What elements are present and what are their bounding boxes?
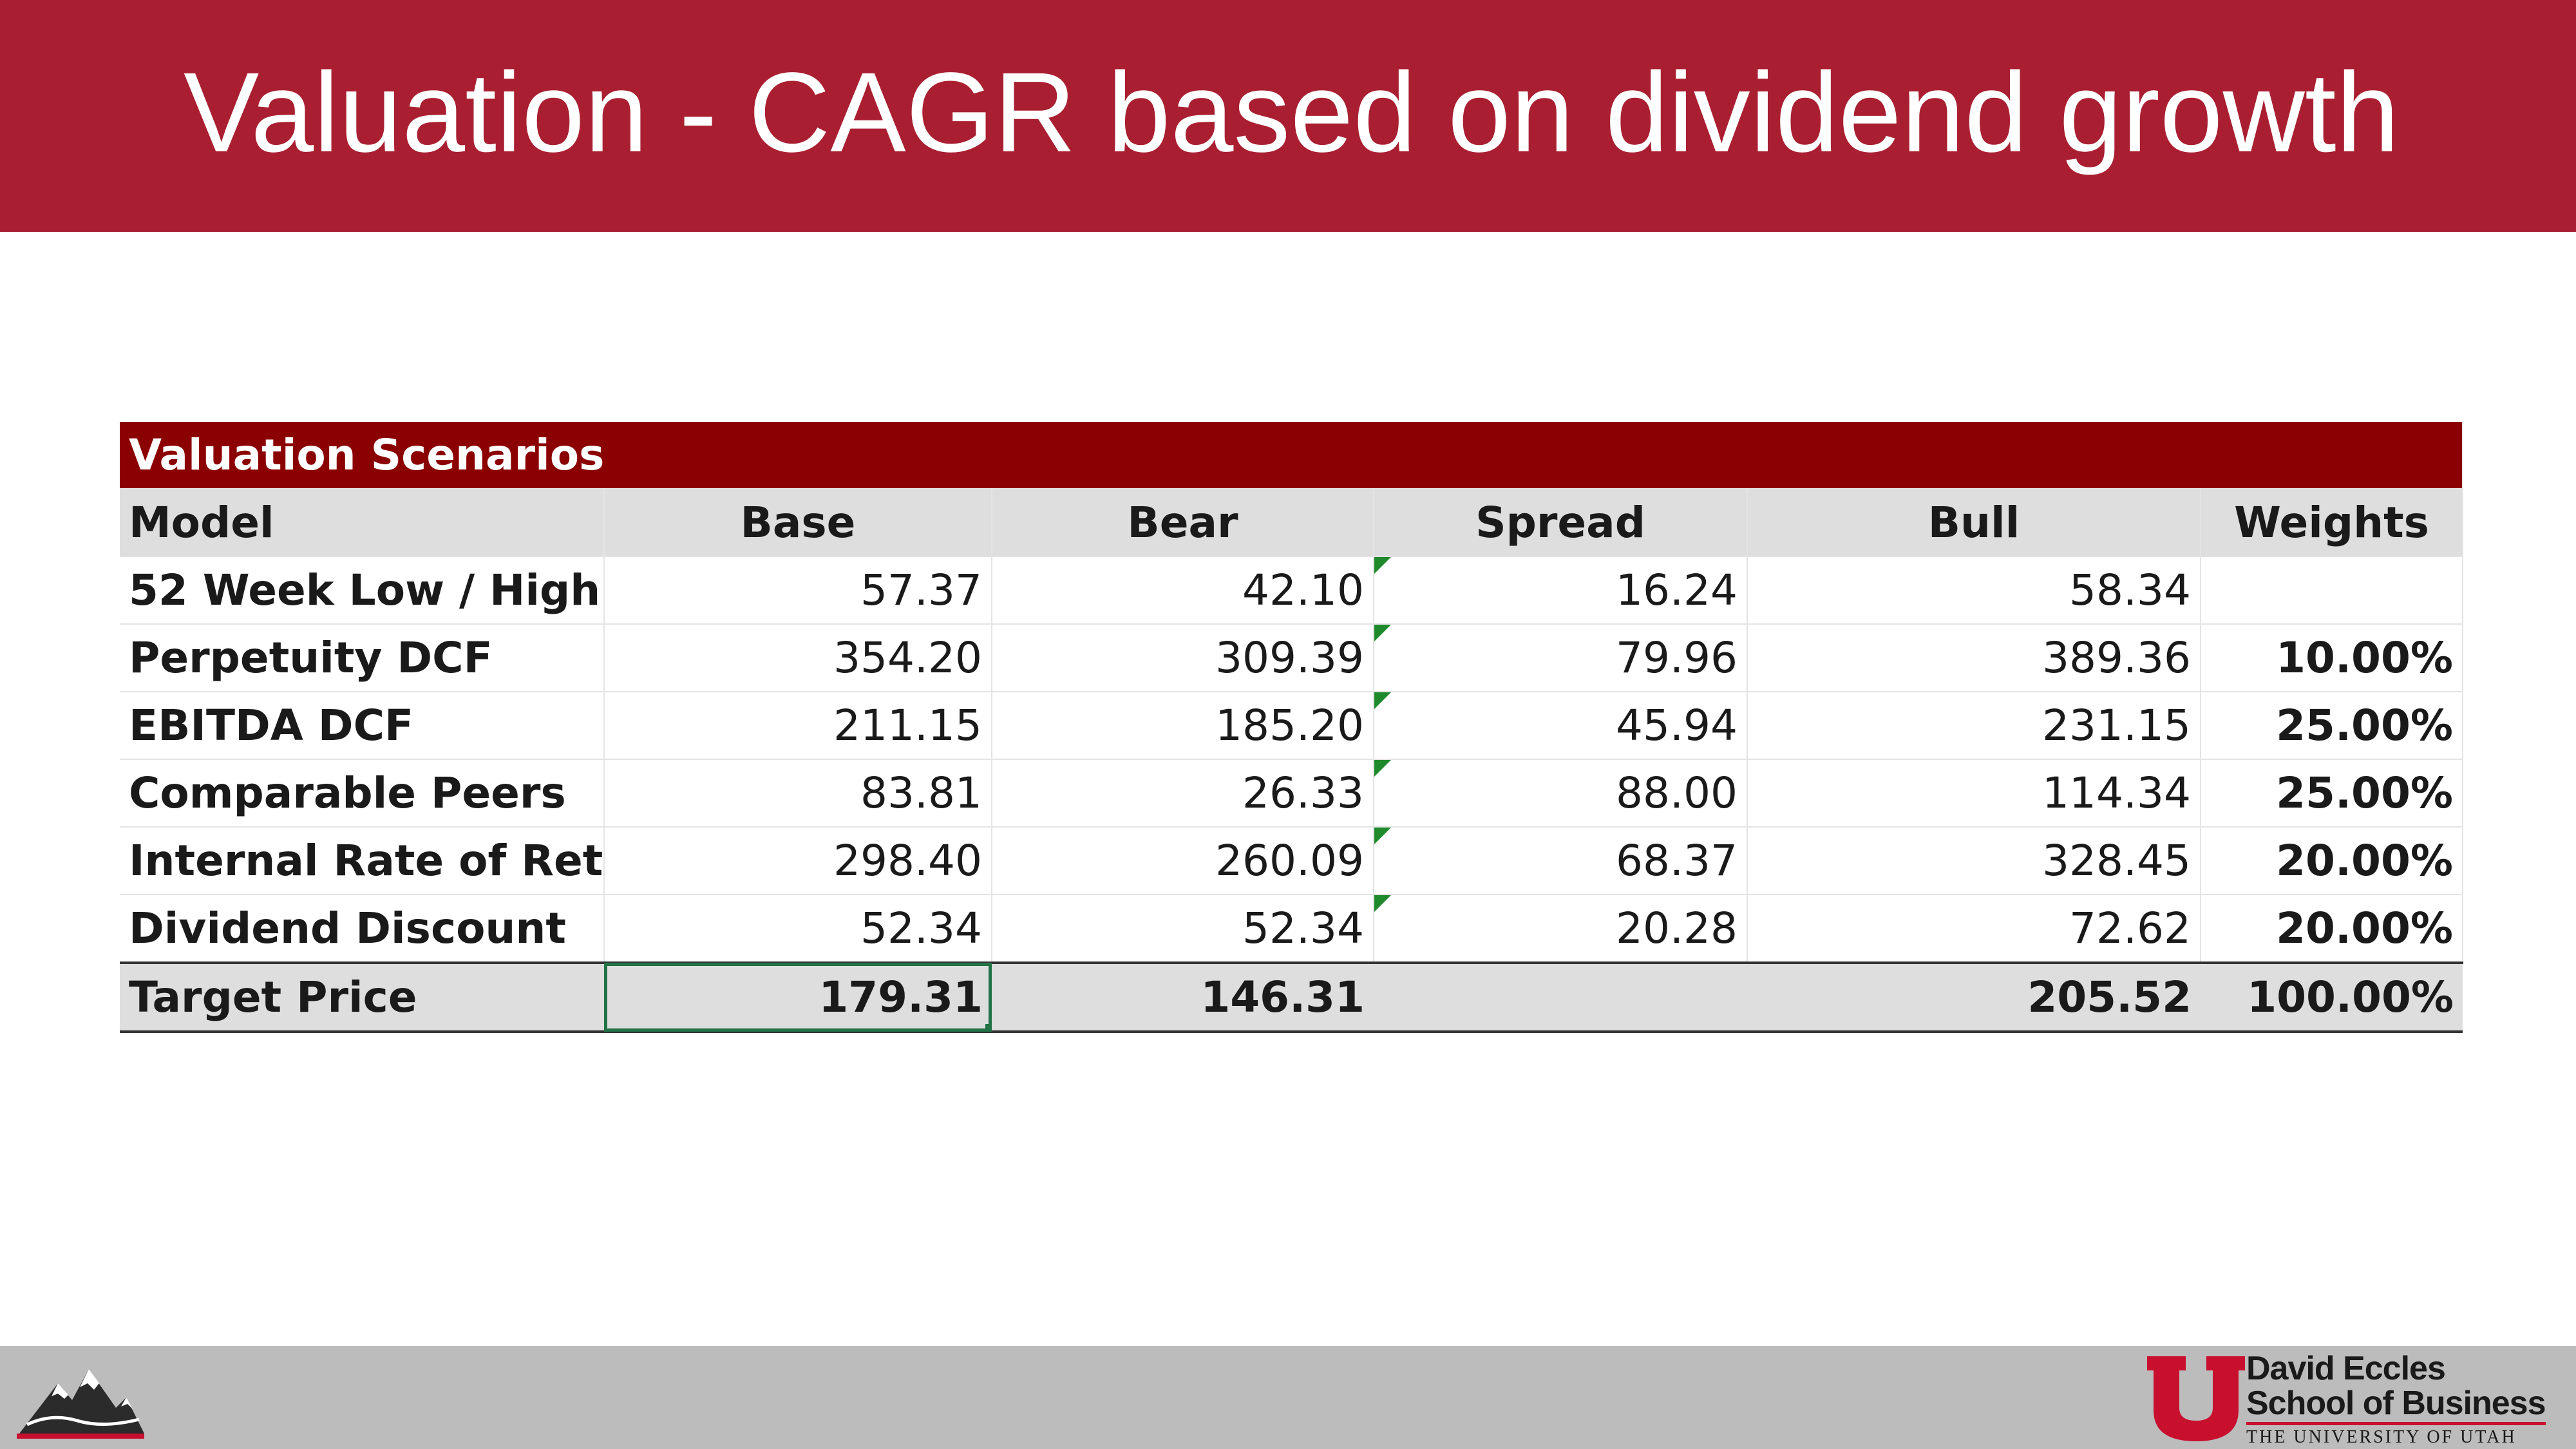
row-bull-cell[interactable]: 58.34 bbox=[1747, 556, 2201, 625]
mountain-logo-icon bbox=[17, 1369, 144, 1439]
cell-error-indicator-icon bbox=[1374, 625, 1391, 641]
cell-error-indicator-icon bbox=[1374, 760, 1391, 777]
row-weight-cell[interactable]: 20.00% bbox=[2201, 827, 2464, 895]
school-name-line1: David Eccles bbox=[2246, 1350, 2446, 1387]
table-row: Dividend Discount 52.34 52.34 20.28 72.6… bbox=[120, 895, 2464, 963]
total-base-value: 179.31 bbox=[819, 972, 983, 1022]
row-spread-cell[interactable]: 68.37 bbox=[1374, 827, 1748, 895]
total-base-cell-selected[interactable]: 179.31 bbox=[604, 961, 992, 1033]
row-spread-value: 20.28 bbox=[1616, 904, 1738, 953]
table-row: Internal Rate of Return 298.40 260.09 68… bbox=[120, 827, 2464, 895]
row-bear-cell[interactable]: 260.09 bbox=[992, 827, 1374, 895]
row-spread-cell[interactable]: 16.24 bbox=[1374, 556, 1748, 625]
valuation-table: Valuation Scenarios Model Base Bear Spre… bbox=[120, 422, 2464, 1033]
row-base-cell[interactable]: 52.34 bbox=[604, 895, 992, 963]
row-spread-value: 79.96 bbox=[1616, 633, 1738, 683]
row-base-cell[interactable]: 298.40 bbox=[604, 827, 992, 895]
table-row: Perpetuity DCF 354.20 309.39 79.96 389.3… bbox=[120, 624, 2464, 692]
row-spread-cell[interactable]: 79.96 bbox=[1374, 624, 1748, 692]
row-spread-value: 88.00 bbox=[1616, 768, 1738, 818]
total-spread-cell[interactable] bbox=[1374, 961, 1747, 1033]
table-row: Comparable Peers 83.81 26.33 88.00 114.3… bbox=[120, 759, 2464, 828]
row-bull-cell[interactable]: 231.15 bbox=[1747, 692, 2201, 760]
row-bull-cell[interactable]: 114.34 bbox=[1747, 759, 2201, 828]
row-model-cell[interactable]: Dividend Discount bbox=[120, 895, 605, 963]
university-name: THE UNIVERSITY OF UTAH bbox=[2246, 1427, 2517, 1447]
row-bear-cell[interactable]: 52.34 bbox=[992, 895, 1374, 963]
school-name-line2: School of Business bbox=[2246, 1386, 2546, 1425]
row-bull-cell[interactable]: 328.45 bbox=[1747, 827, 2201, 895]
fill-handle[interactable] bbox=[985, 1024, 992, 1029]
row-spread-cell[interactable]: 88.00 bbox=[1374, 759, 1748, 828]
row-spread-value: 16.24 bbox=[1616, 565, 1738, 615]
block-u-logo-icon bbox=[2147, 1356, 2245, 1441]
header-spread[interactable]: Spread bbox=[1374, 489, 1748, 557]
cell-error-indicator-icon bbox=[1374, 895, 1391, 912]
row-model-cell[interactable]: 52 Week Low / High bbox=[120, 556, 605, 625]
row-model-cell[interactable]: Comparable Peers bbox=[120, 759, 605, 828]
row-base-cell[interactable]: 83.81 bbox=[604, 759, 992, 828]
row-spread-cell[interactable]: 45.94 bbox=[1374, 692, 1748, 760]
valuation-table-container: Valuation Scenarios Model Base Bear Spre… bbox=[120, 422, 2464, 1033]
row-weight-cell[interactable]: 25.00% bbox=[2201, 759, 2464, 828]
row-spread-cell[interactable]: 20.28 bbox=[1374, 895, 1748, 963]
total-row: Target Price 179.31 146.31 205.52 100.00… bbox=[120, 961, 2463, 1033]
header-base[interactable]: Base bbox=[604, 489, 992, 557]
row-model-cell[interactable]: Perpetuity DCF bbox=[120, 624, 605, 692]
header-bull[interactable]: Bull bbox=[1747, 489, 2201, 557]
cell-error-indicator-icon bbox=[1374, 828, 1391, 844]
row-base-cell[interactable]: 354.20 bbox=[604, 624, 992, 692]
table-banner[interactable]: Valuation Scenarios bbox=[120, 422, 2464, 489]
row-base-cell[interactable]: 211.15 bbox=[604, 692, 992, 760]
table-row: EBITDA DCF 211.15 185.20 45.94 231.15 25… bbox=[120, 692, 2464, 760]
table-banner-row: Valuation Scenarios bbox=[120, 422, 2464, 489]
row-bear-cell[interactable]: 42.10 bbox=[992, 556, 1374, 625]
table-header-row: Model Base Bear Spread Bull Weights bbox=[120, 489, 2464, 557]
table-row: 52 Week Low / High 57.37 42.10 16.24 58.… bbox=[120, 556, 2464, 625]
cell-error-indicator-icon bbox=[1374, 557, 1391, 574]
row-base-cell[interactable]: 57.37 bbox=[604, 556, 992, 625]
header-model[interactable]: Model bbox=[120, 489, 605, 557]
row-spread-value: 45.94 bbox=[1616, 701, 1738, 750]
row-model-cell[interactable]: EBITDA DCF bbox=[120, 692, 605, 760]
row-weight-cell[interactable]: 10.00% bbox=[2201, 624, 2464, 692]
cell-error-indicator-icon bbox=[1374, 692, 1391, 709]
row-bull-cell[interactable]: 72.62 bbox=[1747, 895, 2201, 963]
row-weight-cell[interactable] bbox=[2201, 556, 2464, 625]
header-weights[interactable]: Weights bbox=[2201, 489, 2464, 557]
total-weight-cell[interactable]: 100.00% bbox=[2201, 961, 2463, 1033]
school-wordmark: David Eccles School of Business THE UNIV… bbox=[2246, 1351, 2568, 1448]
total-bear-cell[interactable]: 146.31 bbox=[992, 961, 1374, 1033]
row-model-cell[interactable]: Internal Rate of Return bbox=[120, 827, 605, 895]
row-bear-cell[interactable]: 185.20 bbox=[992, 692, 1374, 760]
total-bull-cell[interactable]: 205.52 bbox=[1747, 961, 2201, 1033]
footer-bar: David Eccles School of Business THE UNIV… bbox=[0, 1346, 2576, 1449]
total-model-cell[interactable]: Target Price bbox=[120, 961, 604, 1033]
row-bear-cell[interactable]: 26.33 bbox=[992, 759, 1374, 828]
row-bear-cell[interactable]: 309.39 bbox=[992, 624, 1374, 692]
row-weight-cell[interactable]: 25.00% bbox=[2201, 692, 2464, 760]
slide-title: Valuation - CAGR based on dividend growt… bbox=[184, 50, 2400, 176]
title-bar: Valuation - CAGR based on dividend growt… bbox=[0, 0, 2576, 232]
header-bear[interactable]: Bear bbox=[992, 489, 1374, 557]
row-spread-value: 68.37 bbox=[1616, 836, 1738, 886]
row-bull-cell[interactable]: 389.36 bbox=[1747, 624, 2201, 692]
row-weight-cell[interactable]: 20.00% bbox=[2201, 895, 2464, 963]
